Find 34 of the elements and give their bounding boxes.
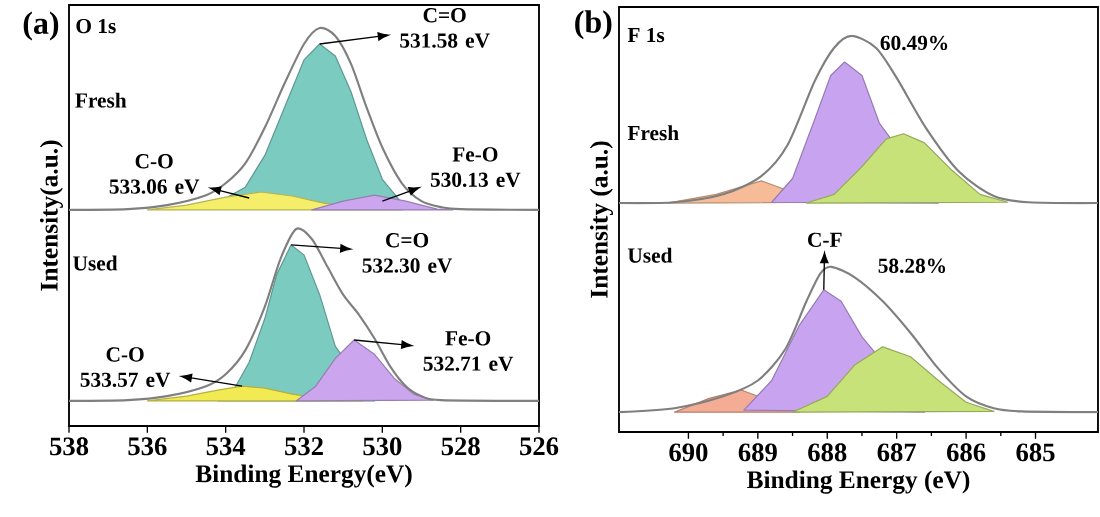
annotation: C-O 533.06 eV xyxy=(109,154,200,194)
x-tick-label: 530 xyxy=(363,437,402,456)
y-axis-title: Intensity(a.u.) xyxy=(39,140,63,291)
x-tick-label: 687 xyxy=(877,443,917,462)
chart-title: (b) xyxy=(575,10,612,40)
x-tick-label: 686 xyxy=(947,443,986,462)
annotation: F 1s xyxy=(627,27,665,43)
annotation: Used xyxy=(627,247,673,263)
annotation: C-O 533.57 eV xyxy=(80,347,171,388)
annotation: Fresh xyxy=(75,92,127,108)
annotation: Fe-O 532.71 eV xyxy=(423,331,514,371)
x-axis-title: Binding Energy(eV) xyxy=(195,464,412,488)
x-tick-label: 534 xyxy=(206,437,246,456)
chart-title: (a) xyxy=(23,11,59,41)
annotation: Fresh xyxy=(627,125,679,141)
x-tick-label: 685 xyxy=(1016,443,1055,462)
annotation: Fe-O 530.13 eV xyxy=(430,147,521,188)
x-axis-title: Binding Energy (eV) xyxy=(747,470,970,494)
x-tick-label: 526 xyxy=(520,437,559,456)
annotation: 60.49% xyxy=(880,35,948,51)
annotation: C=O 531.58 eV xyxy=(400,8,490,48)
x-tick-label: 690 xyxy=(669,443,708,462)
annotation: 58.28% xyxy=(878,258,946,274)
y-axis-title: Intensity (a.u.) xyxy=(589,141,613,298)
annotation: O 1s xyxy=(76,18,116,34)
x-tick-label: 688 xyxy=(808,443,847,462)
x-tick-label: 689 xyxy=(738,443,777,462)
annotation: Used xyxy=(73,255,118,271)
x-tick-label: 528 xyxy=(441,437,480,456)
annotation: C-F xyxy=(808,232,842,247)
annotation: C=O 532.30 eV xyxy=(362,233,453,273)
x-tick-label: 536 xyxy=(128,437,167,456)
x-tick-label: 532 xyxy=(285,437,323,456)
x-tick-label: 538 xyxy=(50,437,89,456)
